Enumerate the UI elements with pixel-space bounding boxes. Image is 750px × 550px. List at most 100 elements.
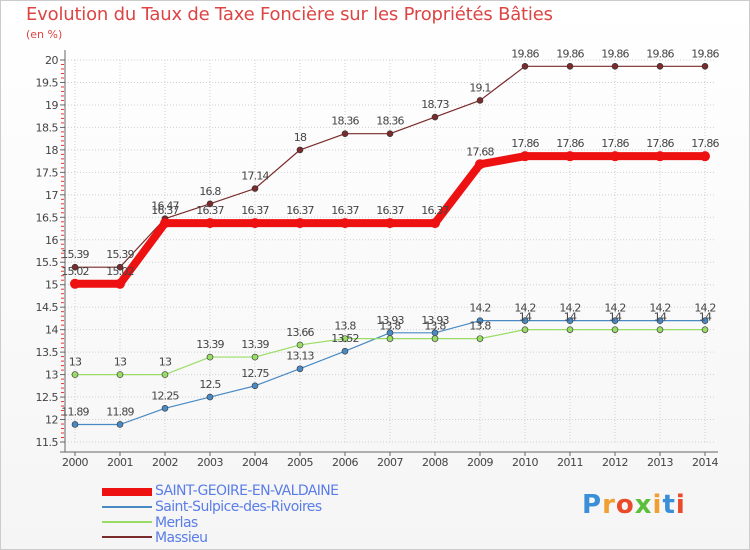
data-point-saint-geoire-en-valdaine xyxy=(610,151,620,162)
data-point-merlas xyxy=(71,371,79,378)
data-label-saint-geoire-en-valdaine: 15.02 xyxy=(106,265,134,278)
data-point-saint-geoire-en-valdaine xyxy=(160,218,170,229)
data-label-merlas: 13.39 xyxy=(241,338,269,351)
data-label-saint-geoire-en-valdaine: 17.86 xyxy=(691,137,719,150)
data-label-saint-sulpice-des-rivoires: 13.93 xyxy=(376,314,404,327)
x-tick-label: 2006 xyxy=(332,456,358,469)
data-point-massieu xyxy=(611,62,619,70)
data-point-saint-sulpice-des-rivoires xyxy=(71,421,79,428)
data-point-merlas xyxy=(476,335,484,342)
data-label-massieu: 18 xyxy=(294,131,307,144)
data-label-massieu: 16.47 xyxy=(151,200,179,213)
y-tick-label: 20 xyxy=(45,54,58,67)
data-label-saint-sulpice-des-rivoires: 13.93 xyxy=(421,314,449,327)
data-point-saint-sulpice-des-rivoires xyxy=(521,317,529,324)
data-point-saint-geoire-en-valdaine xyxy=(655,151,665,162)
data-label-merlas: 13.66 xyxy=(286,326,314,339)
data-point-saint-sulpice-des-rivoires xyxy=(611,317,619,324)
data-label-saint-geoire-en-valdaine: 16.37 xyxy=(151,204,179,217)
data-point-merlas xyxy=(161,371,169,378)
data-point-merlas xyxy=(566,326,574,333)
proxiti-logo: Proxiti xyxy=(582,490,686,520)
data-label-massieu: 19.86 xyxy=(511,47,539,60)
legend-label-massieu: Massieu xyxy=(155,530,208,546)
data-label-merlas: 13 xyxy=(69,356,82,369)
data-label-saint-geoire-en-valdaine: 16.37 xyxy=(376,204,404,217)
x-tick-label: 2004 xyxy=(242,456,268,469)
data-label-merlas: 13.39 xyxy=(196,338,224,351)
data-point-saint-geoire-en-valdaine xyxy=(475,159,485,170)
data-point-saint-geoire-en-valdaine xyxy=(520,151,530,162)
data-label-merlas: 14 xyxy=(519,311,532,324)
x-tick-label: 2007 xyxy=(377,456,403,469)
y-tick-label: 19.5 xyxy=(36,76,59,89)
data-label-saint-sulpice-des-rivoires: 14.2 xyxy=(694,302,715,315)
data-label-merlas: 14 xyxy=(609,311,622,324)
data-point-merlas xyxy=(296,341,304,349)
data-label-massieu: 15.39 xyxy=(61,248,89,261)
data-label-massieu: 18.36 xyxy=(376,115,404,128)
data-label-saint-geoire-en-valdaine: 16.37 xyxy=(196,204,224,217)
data-label-saint-sulpice-des-rivoires: 14.2 xyxy=(604,302,625,315)
data-label-saint-sulpice-des-rivoires: 13.52 xyxy=(331,332,359,345)
data-label-saint-sulpice-des-rivoires: 11.89 xyxy=(106,405,134,418)
data-label-massieu: 19.86 xyxy=(691,47,719,60)
logo-letter: t xyxy=(662,490,676,520)
data-label-merlas: 13 xyxy=(114,356,127,369)
logo-letter: o xyxy=(615,490,635,520)
x-tick-label: 2012 xyxy=(602,456,628,469)
x-tick-label: 2002 xyxy=(152,456,178,469)
data-label-saint-sulpice-des-rivoires: 12.25 xyxy=(151,389,179,402)
data-point-saint-geoire-en-valdaine xyxy=(295,218,305,229)
data-label-saint-geoire-en-valdaine: 16.37 xyxy=(331,204,359,217)
data-label-massieu: 15.39 xyxy=(106,248,134,261)
data-point-saint-geoire-en-valdaine xyxy=(565,151,575,162)
y-tick-label: 15.5 xyxy=(36,256,59,269)
data-label-massieu: 16.8 xyxy=(199,185,221,198)
data-label-merlas: 14 xyxy=(654,311,667,324)
data-point-massieu xyxy=(386,130,394,138)
data-point-saint-sulpice-des-rivoires xyxy=(206,393,214,401)
y-tick-label: 11.5 xyxy=(36,436,59,449)
data-label-saint-geoire-en-valdaine: 15.02 xyxy=(61,265,89,278)
data-label-merlas: 14 xyxy=(564,311,577,324)
legend-label-merlas: Merlas xyxy=(155,515,198,531)
y-tick-label: 19 xyxy=(45,99,58,112)
data-label-saint-geoire-en-valdaine: 17.86 xyxy=(511,137,539,150)
data-label-saint-geoire-en-valdaine: 17.86 xyxy=(601,137,629,150)
data-point-massieu xyxy=(206,200,214,208)
data-point-massieu xyxy=(251,185,259,192)
y-tick-label: 15 xyxy=(45,279,58,292)
data-point-saint-geoire-en-valdaine xyxy=(70,278,80,289)
data-point-saint-geoire-en-valdaine xyxy=(205,218,215,229)
data-label-saint-geoire-en-valdaine: 16.37 xyxy=(286,204,314,217)
data-point-massieu xyxy=(431,113,439,121)
logo-letter: x xyxy=(634,490,653,520)
data-point-saint-geoire-en-valdaine xyxy=(115,278,125,289)
data-point-massieu xyxy=(566,62,574,70)
data-point-merlas xyxy=(206,353,214,361)
data-point-saint-sulpice-des-rivoires xyxy=(701,317,709,324)
data-point-saint-sulpice-des-rivoires xyxy=(341,347,349,355)
data-label-saint-sulpice-des-rivoires: 12.5 xyxy=(199,378,221,391)
y-tick-label: 12 xyxy=(45,414,58,427)
data-point-saint-sulpice-des-rivoires xyxy=(296,365,304,373)
data-point-massieu xyxy=(701,62,709,70)
x-tick-label: 2008 xyxy=(422,456,448,469)
data-point-merlas xyxy=(521,326,529,333)
data-label-merlas: 13 xyxy=(159,356,172,369)
data-label-massieu: 18.36 xyxy=(331,115,359,128)
data-label-merlas: 13.8 xyxy=(334,320,356,333)
data-point-saint-sulpice-des-rivoires xyxy=(566,317,574,324)
y-tick-label: 18 xyxy=(45,144,58,157)
data-point-massieu xyxy=(71,263,79,271)
logo-letter: i xyxy=(675,490,686,520)
data-point-massieu xyxy=(476,97,484,104)
data-point-merlas xyxy=(386,335,394,342)
x-tick-label: 2005 xyxy=(287,456,313,469)
y-tick-label: 12.5 xyxy=(36,391,59,404)
data-point-merlas xyxy=(611,326,619,333)
data-point-merlas xyxy=(701,326,709,333)
data-label-massieu: 19.86 xyxy=(601,47,629,60)
